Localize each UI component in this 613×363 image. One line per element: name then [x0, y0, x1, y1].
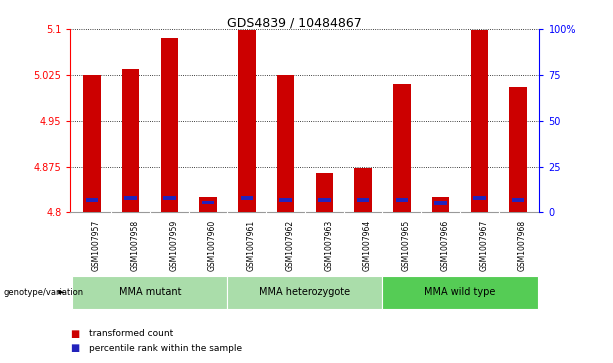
Bar: [161, 38, 178, 212]
Text: percentile rank within the sample: percentile rank within the sample: [89, 344, 242, 353]
Bar: [316, 173, 333, 212]
Bar: [122, 69, 139, 212]
Text: MMA mutant: MMA mutant: [119, 287, 181, 297]
Text: genotype/variation: genotype/variation: [3, 288, 83, 297]
Text: ■: ■: [70, 343, 80, 354]
Text: GSM1007961: GSM1007961: [247, 220, 256, 271]
Text: GSM1007960: GSM1007960: [208, 220, 217, 271]
Bar: [86, 198, 98, 202]
Bar: [393, 84, 411, 212]
Text: MMA wild type: MMA wild type: [424, 287, 496, 297]
Text: GSM1007967: GSM1007967: [479, 220, 489, 271]
Bar: [432, 197, 449, 212]
Text: GSM1007959: GSM1007959: [169, 220, 178, 271]
Bar: [72, 276, 227, 309]
Bar: [227, 276, 383, 309]
Text: ■: ■: [70, 329, 80, 339]
Text: GSM1007966: GSM1007966: [441, 220, 449, 271]
Text: GDS4839 / 10484867: GDS4839 / 10484867: [227, 16, 362, 29]
Bar: [357, 198, 369, 202]
Bar: [202, 201, 215, 204]
Bar: [318, 198, 330, 202]
Bar: [238, 30, 256, 212]
Bar: [241, 196, 253, 200]
Bar: [395, 198, 408, 202]
Bar: [280, 198, 292, 202]
Bar: [471, 30, 488, 212]
Text: GSM1007965: GSM1007965: [402, 220, 411, 271]
Text: GSM1007962: GSM1007962: [286, 220, 295, 271]
Bar: [163, 196, 175, 200]
Text: GSM1007958: GSM1007958: [131, 220, 140, 271]
Bar: [277, 75, 294, 212]
Text: GSM1007964: GSM1007964: [363, 220, 372, 271]
Text: transformed count: transformed count: [89, 330, 173, 338]
Text: GSM1007963: GSM1007963: [324, 220, 333, 271]
Text: GSM1007957: GSM1007957: [92, 220, 101, 271]
Bar: [473, 196, 485, 200]
Text: MMA heterozygote: MMA heterozygote: [259, 287, 351, 297]
Bar: [354, 168, 372, 212]
Text: GSM1007968: GSM1007968: [518, 220, 527, 271]
Bar: [83, 75, 101, 212]
Bar: [509, 87, 527, 212]
Bar: [435, 201, 447, 205]
Bar: [199, 197, 217, 212]
Bar: [383, 276, 538, 309]
Bar: [512, 198, 524, 202]
Bar: [124, 196, 137, 200]
